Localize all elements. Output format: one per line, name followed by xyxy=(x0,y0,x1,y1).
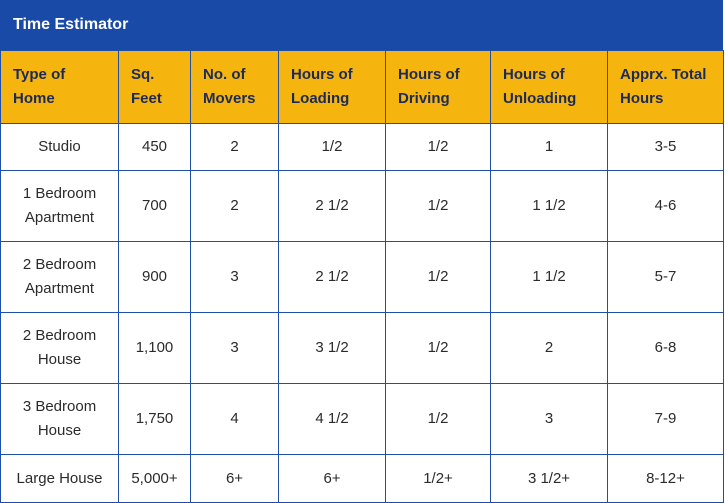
table-row: 1 Bedroom Apartment 700 2 2 1/2 1/2 1 1/… xyxy=(0,170,724,242)
cell-no-of-movers: 2 xyxy=(190,123,279,171)
cell-no-of-movers: 3 xyxy=(190,241,279,313)
column-header-no-of-movers: No. of Movers xyxy=(190,50,279,124)
cell-apprx-total-hours: 8-12+ xyxy=(607,454,724,503)
cell-no-of-movers: 4 xyxy=(190,383,279,455)
time-estimator-table: Type of Home Sq. Feet No. of Movers Hour… xyxy=(0,50,724,503)
cell-sq-feet: 900 xyxy=(118,241,191,313)
table-row: Large House 5,000+ 6+ 6+ 1/2+ 3 1/2+ 8-1… xyxy=(0,454,724,503)
cell-no-of-movers: 3 xyxy=(190,312,279,384)
cell-sq-feet: 1,750 xyxy=(118,383,191,455)
cell-hours-of-loading: 2 1/2 xyxy=(278,241,386,313)
cell-hours-of-loading: 1/2 xyxy=(278,123,386,171)
cell-apprx-total-hours: 4-6 xyxy=(607,170,724,242)
cell-hours-of-driving: 1/2 xyxy=(385,312,491,384)
cell-hours-of-driving: 1/2 xyxy=(385,241,491,313)
column-header-hours-of-loading: Hours of Loading xyxy=(278,50,386,124)
cell-hours-of-driving: 1/2+ xyxy=(385,454,491,503)
cell-apprx-total-hours: 3-5 xyxy=(607,123,724,171)
cell-no-of-movers: 6+ xyxy=(190,454,279,503)
cell-hours-of-unloading: 2 xyxy=(490,312,608,384)
cell-apprx-total-hours: 7-9 xyxy=(607,383,724,455)
cell-hours-of-unloading: 1 1/2 xyxy=(490,241,608,313)
cell-sq-feet: 1,100 xyxy=(118,312,191,384)
column-header-sq-feet: Sq. Feet xyxy=(118,50,191,124)
cell-hours-of-loading: 6+ xyxy=(278,454,386,503)
column-header-hours-of-driving: Hours of Driving xyxy=(385,50,491,124)
column-header-apprx-total-hours: Apprx. Total Hours xyxy=(607,50,724,124)
cell-type-of-home: Studio xyxy=(0,123,119,171)
table-row: 2 Bedroom Apartment 900 3 2 1/2 1/2 1 1/… xyxy=(0,241,724,313)
cell-type-of-home: 3 Bedroom House xyxy=(0,383,119,455)
table-row: 2 Bedroom House 1,100 3 3 1/2 1/2 2 6-8 xyxy=(0,312,724,384)
cell-sq-feet: 700 xyxy=(118,170,191,242)
cell-hours-of-unloading: 1 1/2 xyxy=(490,170,608,242)
cell-apprx-total-hours: 5-7 xyxy=(607,241,724,313)
cell-hours-of-loading: 3 1/2 xyxy=(278,312,386,384)
header-row: Type of Home Sq. Feet No. of Movers Hour… xyxy=(0,50,724,124)
cell-hours-of-unloading: 1 xyxy=(490,123,608,171)
table-row: Studio 450 2 1/2 1/2 1 3-5 xyxy=(0,123,724,171)
cell-hours-of-loading: 4 1/2 xyxy=(278,383,386,455)
cell-sq-feet: 5,000+ xyxy=(118,454,191,503)
cell-hours-of-driving: 1/2 xyxy=(385,170,491,242)
cell-sq-feet: 450 xyxy=(118,123,191,171)
cell-hours-of-driving: 1/2 xyxy=(385,123,491,171)
cell-type-of-home: Large House xyxy=(0,454,119,503)
column-header-type-of-home: Type of Home xyxy=(0,50,119,124)
cell-hours-of-unloading: 3 xyxy=(490,383,608,455)
cell-type-of-home: 2 Bedroom Apartment xyxy=(0,241,119,313)
cell-type-of-home: 1 Bedroom Apartment xyxy=(0,170,119,242)
cell-hours-of-loading: 2 1/2 xyxy=(278,170,386,242)
table-title: Time Estimator xyxy=(0,0,723,50)
cell-type-of-home: 2 Bedroom House xyxy=(0,312,119,384)
cell-hours-of-driving: 1/2 xyxy=(385,383,491,455)
cell-apprx-total-hours: 6-8 xyxy=(607,312,724,384)
cell-no-of-movers: 2 xyxy=(190,170,279,242)
cell-hours-of-unloading: 3 1/2+ xyxy=(490,454,608,503)
column-header-hours-of-unloading: Hours of Unloading xyxy=(490,50,608,124)
table-row: 3 Bedroom House 1,750 4 4 1/2 1/2 3 7-9 xyxy=(0,383,724,455)
